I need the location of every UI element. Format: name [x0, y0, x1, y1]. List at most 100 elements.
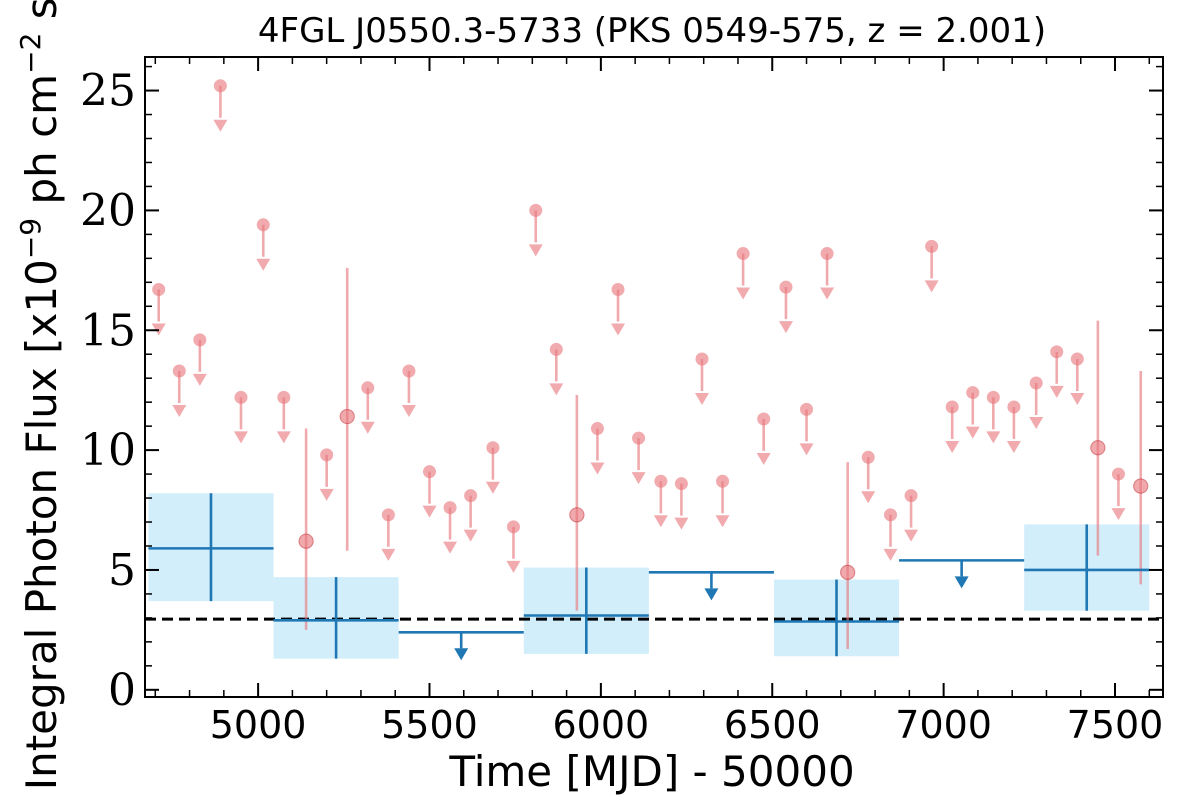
long-bin-bands — [148, 493, 1150, 659]
upper-limit-point — [1050, 345, 1064, 359]
upper-limit-arrowhead — [945, 440, 960, 453]
upper-limit-point — [674, 477, 688, 491]
upper-limit-point — [529, 203, 543, 217]
upper-limit-arrowhead — [463, 529, 478, 542]
x-axis-label: Time [MJD] - 50000 — [448, 747, 854, 796]
upper-limit-arrowhead — [904, 529, 919, 542]
y-tick-label: 10 — [80, 425, 136, 476]
y-tick-label: 0 — [108, 665, 136, 716]
upper-limit-point — [1029, 376, 1043, 390]
upper-limit-point — [695, 352, 709, 366]
upper-limit-arrowhead — [861, 491, 876, 504]
upper-limit-point — [716, 474, 730, 488]
upper-limit-arrowhead — [590, 462, 605, 475]
upper-limit-point — [1111, 467, 1125, 481]
upper-limit-point — [277, 390, 291, 404]
upper-limit-arrowhead — [736, 287, 751, 300]
tick-labels: 5000 5500 6000 6500 7000 7500 0 5 10 15 20 25 — [80, 66, 1163, 747]
short-bin-point — [1133, 478, 1149, 494]
upper-limit-arrowhead — [528, 244, 543, 257]
x-tick-label: 5000 — [210, 703, 307, 747]
upper-limit-arrowhead — [319, 488, 334, 501]
upper-limit-point — [632, 431, 646, 445]
upper-limit-point — [361, 381, 375, 395]
y-tick-label: 5 — [108, 545, 136, 596]
y-tick-label: 25 — [80, 66, 136, 117]
upper-limit-point — [757, 412, 771, 426]
upper-limit-arrowhead — [276, 431, 291, 444]
upper-limit-arrowhead — [965, 426, 980, 439]
upper-limit-arrowhead — [1070, 393, 1085, 406]
upper-limit-point — [1007, 400, 1021, 414]
y-axis-label: Integral Photon Flux [x10−9 ph cm−2 s−1] — [14, 0, 67, 790]
upper-limit-point — [779, 280, 793, 294]
x-tick-label: 7000 — [895, 703, 992, 747]
upper-limit-point — [904, 489, 918, 503]
upper-limit-arrowhead — [1111, 508, 1126, 521]
short-bin-point — [840, 564, 856, 580]
upper-limit-point — [611, 283, 625, 297]
upper-limit-arrowhead — [381, 548, 396, 561]
upper-limit-arrowhead — [401, 405, 416, 418]
axes-frame — [144, 56, 1164, 698]
upper-limit-point — [884, 508, 898, 522]
upper-limit-arrowhead — [443, 541, 458, 554]
upper-limit-point — [422, 465, 436, 479]
upper-limit-point — [506, 520, 520, 534]
upper-limit-arrowhead — [256, 258, 271, 271]
upper-limit-arrowhead — [485, 481, 500, 494]
upper-limit-arrowhead — [1006, 440, 1021, 453]
long-bin-upper-limit-arrowhead — [954, 576, 969, 589]
upper-limit-arrowhead — [1029, 416, 1044, 429]
upper-limit-point — [800, 402, 814, 416]
x-tick-label: 5500 — [381, 703, 478, 747]
upper-limit-arrowhead — [631, 472, 646, 485]
upper-limit-point — [234, 390, 248, 404]
upper-limit-point — [256, 218, 270, 232]
upper-limit-arrowhead — [172, 405, 187, 418]
short-bin-point — [1090, 440, 1106, 456]
upper-limit-point — [213, 79, 227, 93]
upper-limit-point — [945, 400, 959, 414]
upper-limit-arrowhead — [611, 323, 626, 336]
short-bin-point — [569, 507, 585, 523]
upper-limit-arrowhead — [192, 373, 207, 386]
upper-limit-point — [381, 508, 395, 522]
upper-limit-point — [549, 342, 563, 356]
upper-limit-arrowhead — [674, 517, 689, 530]
upper-limit-point — [193, 333, 207, 347]
long-bin-points — [148, 493, 1150, 661]
upper-limit-arrowhead — [799, 443, 814, 456]
upper-limit-point — [172, 364, 186, 378]
upper-limit-point — [966, 386, 980, 400]
short-bin-point — [298, 533, 314, 549]
upper-limit-point — [861, 450, 875, 464]
x-tick-label: 7500 — [1067, 703, 1164, 747]
upper-limit-arrowhead — [360, 421, 375, 434]
upper-limit-arrowhead — [653, 515, 668, 528]
upper-limit-arrowhead — [820, 287, 835, 300]
upper-limit-point — [402, 364, 416, 378]
short-bin-points — [151, 79, 1149, 650]
chart-title: 4FGL J0550.3-5733 (PKS 0549-575, z = 2.0… — [258, 11, 1046, 51]
upper-limit-arrowhead — [1049, 385, 1064, 398]
upper-limit-arrowhead — [422, 505, 437, 518]
plot-frame — [144, 56, 1164, 698]
y-tick-label: 20 — [80, 185, 136, 236]
x-tick-label: 6500 — [724, 703, 821, 747]
upper-limit-point — [590, 422, 604, 436]
upper-limit-point — [736, 247, 750, 261]
upper-limit-arrowhead — [694, 393, 709, 406]
upper-limit-arrowhead — [883, 548, 898, 561]
upper-limit-arrowhead — [715, 515, 730, 528]
long-bin-upper-limit-arrowhead — [454, 648, 469, 661]
upper-limit-point — [986, 390, 1000, 404]
upper-limit-point — [320, 448, 334, 462]
upper-limit-arrowhead — [213, 119, 228, 132]
upper-limit-point — [443, 501, 457, 515]
upper-limit-point — [654, 474, 668, 488]
upper-limit-point — [820, 247, 834, 261]
upper-limit-arrowhead — [756, 452, 771, 465]
upper-limit-point — [464, 489, 478, 503]
